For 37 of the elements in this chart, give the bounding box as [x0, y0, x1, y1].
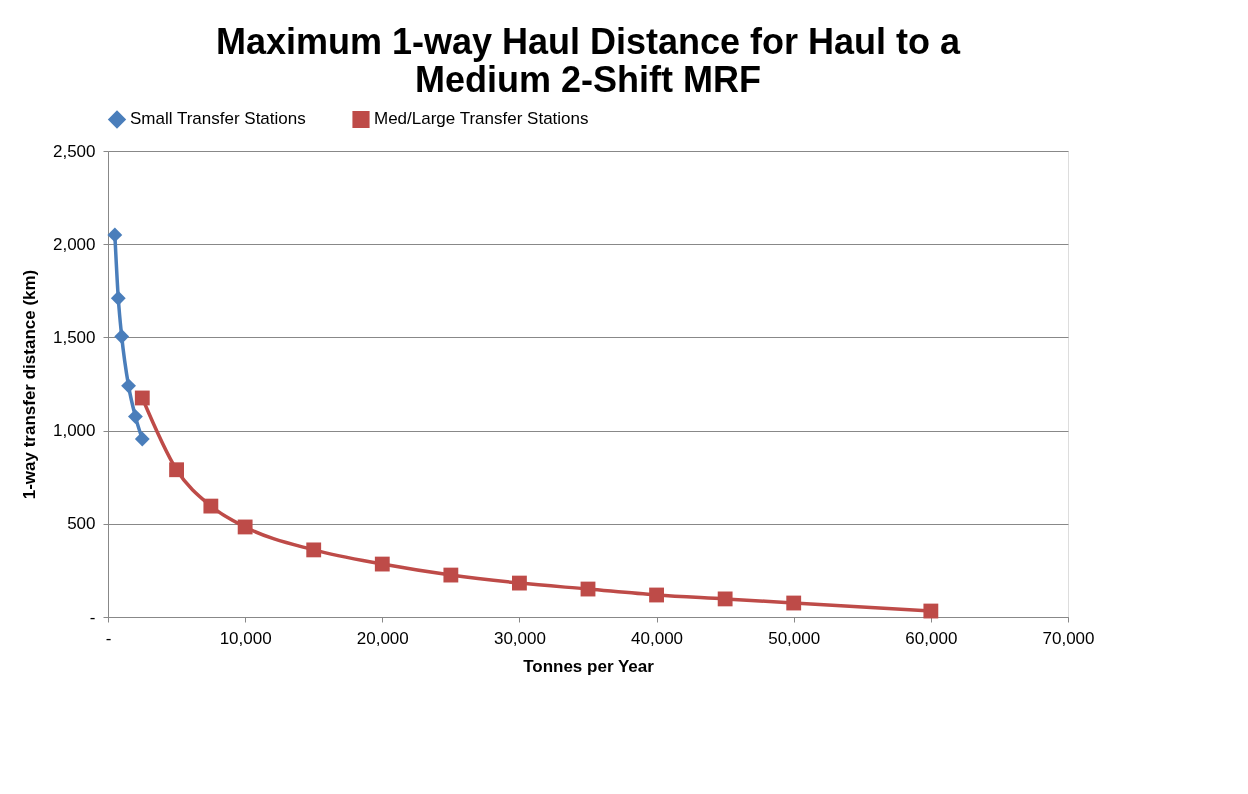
y-tick-label: 1,000	[52, 421, 96, 441]
point	[134, 431, 150, 447]
point	[169, 462, 184, 478]
point	[114, 329, 130, 344]
y-axis-title: 1-way transfer distance (km)	[19, 269, 39, 500]
point	[374, 556, 390, 572]
x-tick-label: 10,000	[219, 628, 272, 648]
point	[134, 390, 150, 406]
point	[203, 498, 219, 514]
point	[786, 595, 802, 611]
point	[110, 290, 126, 306]
point	[443, 567, 459, 583]
x-tick-label: 40,000	[631, 628, 684, 648]
point	[512, 575, 527, 591]
point	[649, 587, 664, 603]
point	[107, 227, 123, 243]
y-tick-label: 2,500	[52, 141, 96, 161]
x-tick-label: -	[105, 628, 112, 648]
point	[306, 542, 322, 558]
legend-label: Small Transfer Stations	[130, 109, 306, 129]
point	[121, 378, 136, 394]
x-tick-label: 50,000	[768, 628, 821, 648]
y-tick-label: 500	[67, 514, 96, 534]
y-tick-label: 2,000	[52, 234, 96, 254]
text: Maximum 1-way Haul Distance for Haul to a	[215, 21, 961, 62]
y-tick-label: -	[89, 607, 96, 627]
y-tick-label: 1,500	[52, 327, 96, 347]
x-tick-label: 60,000	[905, 628, 958, 648]
x-tick-label: 20,000	[356, 628, 409, 648]
x-tick-label: 30,000	[493, 628, 546, 648]
x-tick-label: 70,000	[1042, 628, 1095, 648]
x-axis-title: Tonnes per Year	[523, 656, 655, 676]
legend-label: Med/Large Transfer Stations	[374, 109, 589, 129]
point	[923, 603, 939, 619]
point	[128, 409, 143, 425]
point	[717, 591, 733, 607]
point	[237, 519, 253, 535]
